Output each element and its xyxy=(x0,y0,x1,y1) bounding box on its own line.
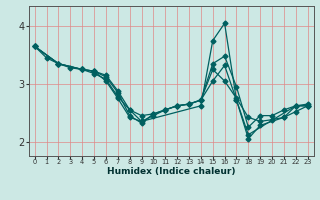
X-axis label: Humidex (Indice chaleur): Humidex (Indice chaleur) xyxy=(107,167,236,176)
